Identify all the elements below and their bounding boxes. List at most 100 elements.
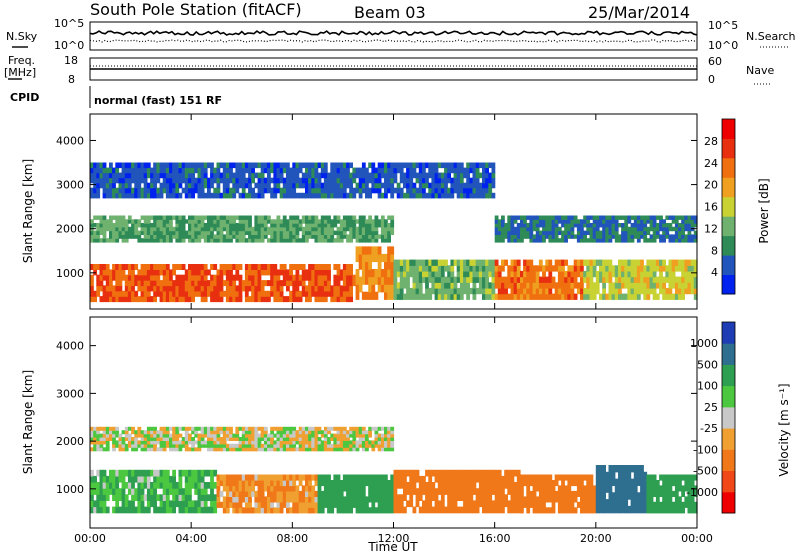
heatmap-cell: [146, 167, 151, 174]
heatmap-cell: [346, 219, 350, 224]
heatmap-cell: [327, 490, 331, 497]
heatmap-cell: [276, 182, 281, 189]
heatmap-cell: [380, 253, 385, 263]
heatmap-cell: [665, 270, 670, 278]
heatmap-cell: [301, 162, 306, 169]
heatmap-cell: [134, 296, 139, 303]
heatmap-cell: [235, 490, 240, 497]
heatmap-cell: [444, 172, 448, 179]
heatmap-cell: [301, 274, 306, 281]
heatmap-cell: [529, 238, 534, 243]
heatmap-cell: [317, 474, 322, 481]
heatmap-cell: [513, 230, 518, 235]
heatmap-cell: [526, 496, 531, 503]
heatmap-cell: [210, 426, 214, 431]
heatmap-cell: [267, 238, 271, 243]
heatmap-cell: [320, 234, 325, 239]
heatmap-cell: [346, 167, 350, 174]
heatmap-cell: [165, 187, 170, 194]
heatmap-cell: [655, 265, 660, 272]
heatmap-cell: [203, 172, 208, 179]
heatmap-cell: [263, 290, 268, 297]
heatmap-cell: [507, 475, 512, 483]
heatmap-cell: [311, 440, 316, 445]
heatmap-cell: [437, 506, 442, 514]
heatmap-cell: [573, 276, 578, 283]
heatmap-cell: [96, 500, 101, 508]
heatmap-cell: [232, 219, 237, 224]
heatmap-cell: [96, 437, 101, 441]
heatmap-cell: [254, 223, 259, 228]
heatmap-cell: [327, 177, 331, 184]
heatmap-cell: [150, 437, 154, 441]
heatmap-cell: [102, 215, 107, 220]
heatmap-cell: [520, 234, 524, 239]
heatmap-cell: [229, 480, 233, 487]
heatmap-cell: [270, 167, 274, 174]
heatmap-cell: [403, 270, 407, 278]
heatmap-cell: [327, 437, 331, 441]
heatmap-cell: [349, 192, 353, 199]
heatmap-cell: [115, 494, 120, 501]
heatmap-cell: [308, 485, 312, 492]
heatmap-cell: [529, 282, 534, 289]
heatmap-cell: [235, 507, 240, 514]
heatmap-cell: [576, 485, 581, 492]
heatmap-cell: [409, 494, 414, 501]
heatmap-cell: [197, 177, 202, 184]
heatmap-cell: [254, 219, 259, 224]
heatmap-cell: [169, 192, 173, 199]
heatmap-cell: [248, 296, 252, 303]
heatmap-cell: [270, 433, 274, 438]
heatmap-cell: [159, 182, 164, 189]
heatmap-cell: [235, 496, 240, 503]
heatmap-cell: [282, 215, 287, 220]
heatmap-cell: [387, 226, 391, 232]
heatmap-cell: [330, 234, 335, 239]
heatmap-cell: [602, 287, 606, 295]
heatmap-cell: [267, 182, 271, 189]
heatmap-cell: [137, 182, 142, 189]
heatmap-cell: [317, 177, 322, 184]
heatmap-cell: [188, 182, 192, 189]
colorbar-tick-label: 8: [711, 244, 718, 257]
heatmap-cell: [636, 478, 641, 486]
noise-tick-left-top: 10^5: [54, 17, 84, 30]
heatmap-cell: [554, 223, 559, 228]
heatmap-cell: [207, 482, 211, 489]
heatmap-cell: [327, 285, 331, 292]
heatmap-cell: [516, 223, 521, 228]
heatmap-cell: [178, 226, 183, 232]
heatmap-cell: [238, 234, 243, 239]
heatmap-cell: [327, 182, 331, 189]
heatmap-cell: [162, 264, 167, 270]
heatmap-cell: [308, 290, 312, 297]
heatmap-cell: [216, 269, 221, 276]
heatmap-cell: [244, 490, 249, 497]
heatmap-cell: [273, 167, 278, 174]
heatmap-cell: [545, 507, 550, 514]
heatmap-cell: [358, 246, 363, 255]
heatmap-cell: [200, 500, 205, 508]
heatmap-cell: [355, 253, 360, 263]
heatmap-cell: [472, 276, 477, 283]
heatmap-cell: [418, 192, 423, 199]
heatmap-cell: [254, 296, 259, 303]
heatmap-cell: [156, 238, 161, 243]
heatmap-cell: [146, 443, 151, 448]
heatmap-cell: [317, 234, 322, 239]
heatmap-cell: [156, 187, 161, 194]
heatmap-cell: [225, 167, 230, 174]
heatmap-cell: [323, 443, 328, 448]
heatmap-cell: [621, 492, 625, 500]
heatmap-cell: [172, 469, 176, 477]
heatmap-cell: [194, 475, 199, 483]
heatmap-cell: [279, 480, 284, 487]
heatmap-cell: [109, 433, 113, 438]
heatmap-cell: [305, 501, 309, 508]
heatmap-cell: [96, 488, 101, 495]
heatmap-cell: [156, 223, 161, 228]
heatmap-cell: [241, 474, 246, 481]
heatmap-cell: [428, 187, 433, 194]
heatmap-cell: [545, 293, 550, 300]
